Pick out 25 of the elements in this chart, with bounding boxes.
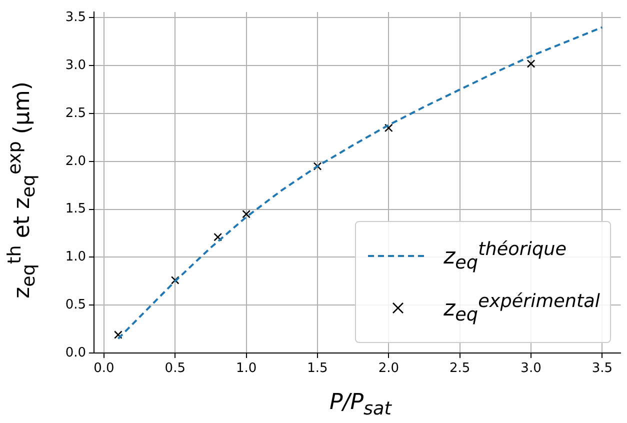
y-tick-label: 2.5 (65, 106, 86, 121)
line-series (117, 26, 604, 340)
point (526, 60, 536, 68)
x-tick-label: 2.0 (378, 361, 400, 376)
point (214, 232, 222, 242)
x-tick-label: 2.5 (450, 361, 470, 376)
x-tick-label: 3.5 (592, 361, 613, 376)
y-tick-label: 0.0 (65, 345, 86, 360)
point (313, 162, 322, 170)
y-tick-label: 3.0 (65, 58, 86, 74)
y-tick-label: 1.5 (65, 202, 86, 217)
x-axis-title: P/P$_{sat}$ (328, 390, 393, 419)
point (170, 276, 180, 284)
y-tick-label: 1.0 (65, 250, 86, 265)
x-tick-label: 1.0 (236, 361, 257, 376)
x-tick-label: 0.0 (94, 361, 114, 376)
x-tick-label: 0.5 (164, 361, 186, 376)
point (384, 124, 393, 132)
point (114, 330, 122, 339)
x-tick-label: 1.5 (307, 361, 328, 376)
y-tick-label: 2.0 (65, 154, 86, 169)
y-tick-label: 3.5 (65, 10, 86, 26)
point (242, 210, 250, 218)
x-tick-label: 3.0 (520, 361, 542, 376)
y-tick-label: 0.5 (65, 297, 86, 312)
